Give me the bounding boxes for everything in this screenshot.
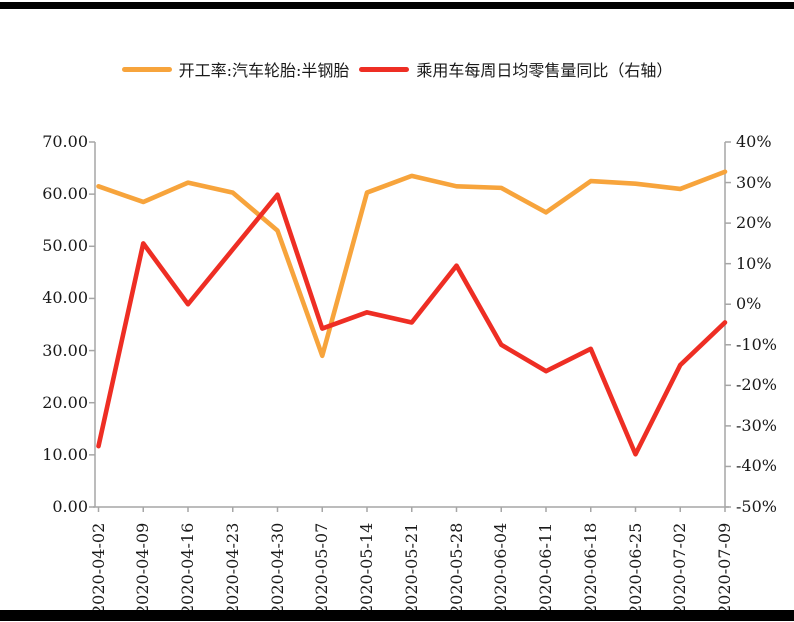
right-axis-tick-label: 30% [736,172,772,192]
legend-item-operating-rate[interactable]: 开工率:汽车轮胎:半钢胎 [121,57,350,81]
left-axis-tick-label: 20.00 [42,392,88,412]
legend-swatch-orange [121,66,172,72]
x-axis-tick-label: 2020-04-30 [267,522,287,615]
x-axis-tick-label: 2020-07-09 [715,522,734,615]
x-axis-tick-label: 2020-05-28 [446,522,466,615]
left-axis-tick-label: 40.00 [42,288,88,308]
x-axis-tick-label: 2020-06-18 [580,522,600,615]
left-axis-tick-label: 0.00 [52,497,88,516]
x-axis-tick-label: 2020-05-14 [357,522,376,615]
right-axis-tick-label: 10% [736,253,772,273]
right-axis-tick-label: -10% [736,334,777,354]
right-axis-tick-label: -40% [736,456,777,476]
x-axis-tick-label: 2020-05-07 [312,522,332,615]
left-axis-tick-label: 30.00 [42,340,88,360]
right-axis-tick-label: -50% [736,497,777,516]
x-axis-tick-label: 2020-06-25 [625,522,645,615]
x-axis-tick-label: 2020-04-16 [178,522,197,615]
series-line-operating-rate [96,169,728,359]
right-axis-tick-label: 20% [736,213,772,233]
x-axis-tick-label: 2020-04-09 [133,522,153,615]
legend-item-retail-yoy[interactable]: 乘用车每周日均零售量同比（右轴） [359,57,672,81]
legend-swatch-red [359,66,410,72]
left-axis-tick-label: 70.00 [42,132,88,151]
right-axis-tick-label: -30% [736,415,777,435]
bottom-border [0,610,794,621]
x-axis-tick-label: 2020-06-11 [536,522,555,615]
legend-label-operating-rate: 开工率:汽车轮胎:半钢胎 [178,61,350,80]
left-axis-tick-label: 10.00 [42,444,88,464]
top-border [0,2,794,9]
right-axis-tick-label: -20% [736,375,777,395]
x-axis-tick-label: 2020-07-02 [670,522,690,615]
right-axis-tick-label: 40% [736,132,772,151]
x-axis-tick-label: 2020-05-21 [401,522,421,615]
right-axis-tick-label: 0% [736,294,762,314]
x-axis-tick-label: 2020-06-04 [491,522,511,615]
left-axis-tick-label: 50.00 [42,236,88,256]
legend-label-retail-yoy: 乘用车每周日均零售量同比（右轴） [416,61,673,80]
x-axis-tick-label: 2020-04-02 [88,522,108,615]
legend: 开工率:汽车轮胎:半钢胎 乘用车每周日均零售量同比（右轴） [0,57,794,81]
x-axis-tick-label: 2020-04-23 [222,522,242,615]
series-line-retail-yoy [96,192,728,457]
left-axis-tick-label: 60.00 [42,184,88,204]
